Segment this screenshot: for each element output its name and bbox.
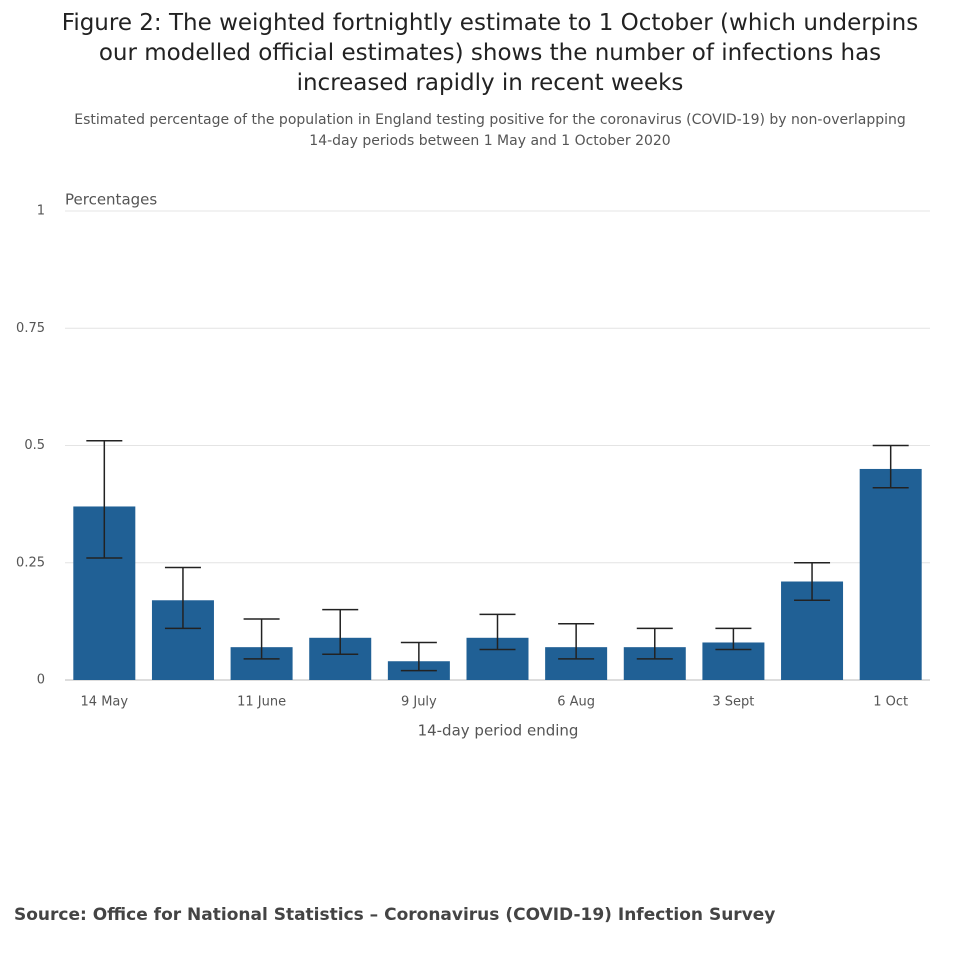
- y-tick-label: 0: [37, 673, 45, 688]
- error-bar: [400, 641, 437, 672]
- bar: [859, 468, 922, 680]
- x-tick-label: 11 June: [237, 695, 286, 710]
- error-bar: [794, 562, 831, 602]
- error-bar: [479, 613, 516, 651]
- y-axis-title: Percentages: [65, 191, 157, 209]
- x-tick-label: 9 July: [401, 695, 437, 710]
- chart-subtitle: Estimated percentage of the population i…: [74, 112, 906, 149]
- error-bar: [322, 608, 359, 655]
- x-axis-title: 14-day period ending: [418, 722, 579, 740]
- error-bar: [715, 627, 752, 651]
- error-bar: [243, 618, 280, 660]
- y-tick-label: 0.75: [16, 321, 45, 336]
- x-tick-label: 6 Aug: [557, 695, 595, 710]
- error-bar: [558, 622, 595, 660]
- error-bar: [164, 566, 201, 630]
- source-note: Source: Office for National Statistics –…: [14, 905, 776, 925]
- y-tick-label: 1: [37, 204, 45, 219]
- error-bar: [636, 627, 673, 660]
- x-tick-label: 1 Oct: [873, 695, 908, 710]
- error-bar: [872, 444, 909, 489]
- y-tick-label: 0.5: [24, 438, 45, 453]
- chart-title: Figure 2: The weighted fortnightly estim…: [61, 10, 919, 96]
- x-tick-label: 14 May: [81, 695, 129, 710]
- chart: Percentages 14-day period ending 0 0.25 0.…: [16, 191, 930, 740]
- x-tick-label: 3 Sept: [712, 695, 754, 710]
- y-tick-label: 0.25: [16, 555, 45, 570]
- error-bar: [86, 440, 123, 559]
